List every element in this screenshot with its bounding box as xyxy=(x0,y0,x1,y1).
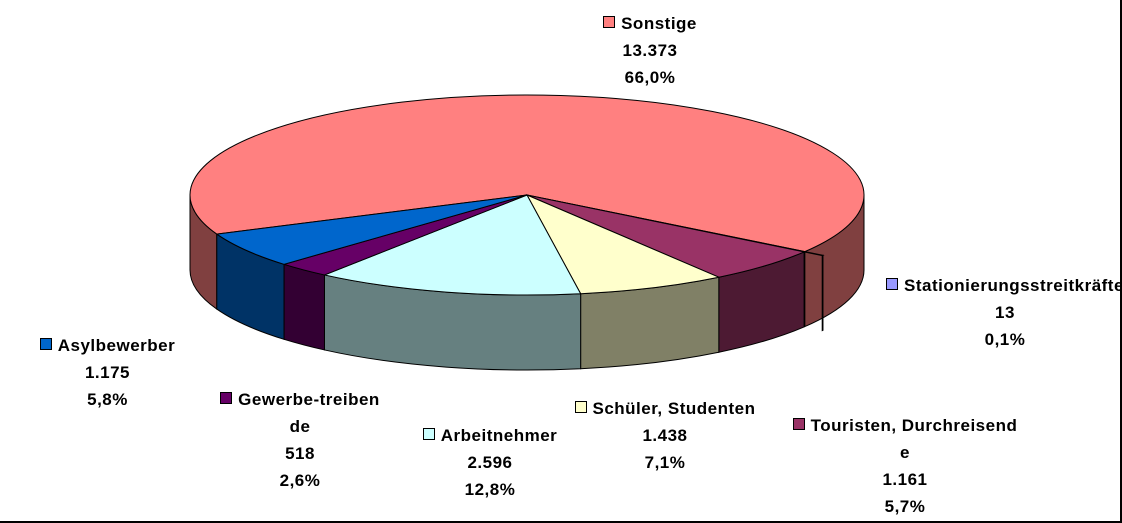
category-name: Schüler, Studenten xyxy=(592,399,756,418)
category-name: Sonstige xyxy=(621,14,697,33)
label-head: Stationierungsstreitkräfte xyxy=(880,272,1122,299)
category-name: Gewerbe-treibende xyxy=(238,390,380,436)
pie-slice xyxy=(215,194,528,265)
value-label: 1.175 xyxy=(84,363,131,382)
label-head: Gewerbe-treibende xyxy=(215,386,385,440)
data-label: Stationierungsstreitkräfte 13 0,1% xyxy=(880,272,1122,353)
label-head: Sonstige xyxy=(520,10,780,37)
legend-swatch xyxy=(886,278,899,290)
category-name: Asylbewerber xyxy=(57,336,176,355)
legend-swatch xyxy=(792,418,805,430)
pie-side xyxy=(283,263,325,351)
value-label: 1.438 xyxy=(642,426,688,445)
data-label: Sonstige 13.373 66,0% xyxy=(520,10,780,91)
percent-label: 5,8% xyxy=(87,390,128,409)
legend-swatch xyxy=(220,392,233,404)
percent-label: 5,7% xyxy=(884,497,926,516)
data-label: Arbeitnehmer 2.596 12,8% xyxy=(380,422,600,503)
legend-swatch xyxy=(574,401,587,413)
value-label: 2.596 xyxy=(467,453,513,472)
value-label: 13 xyxy=(995,303,1015,322)
data-label: Gewerbe-treibende 518 2,6% xyxy=(215,386,385,494)
pie-slice xyxy=(189,94,865,253)
value-label: 1.161 xyxy=(882,470,928,489)
percent-label: 66,0% xyxy=(624,68,676,87)
category-name: Stationierungsstreitkräfte xyxy=(904,276,1122,295)
data-label: Schüler, Studenten 1.438 7,1% xyxy=(570,395,760,476)
pie-side xyxy=(821,254,824,332)
pie-slice xyxy=(525,193,721,295)
legend-swatch xyxy=(422,428,435,440)
label-head: Arbeitnehmer xyxy=(380,422,600,449)
value-label: 518 xyxy=(285,444,315,463)
label-head: Schüler, Studenten xyxy=(570,395,760,422)
percent-label: 12,8% xyxy=(464,480,516,499)
pie-slice xyxy=(322,194,582,296)
data-label: Asylbewerber 1.175 5,8% xyxy=(0,332,215,413)
legend-swatch xyxy=(39,338,52,350)
label-head: Asylbewerber xyxy=(0,332,215,359)
legend-swatch xyxy=(603,16,616,28)
data-label: Touristen, Durchreisende 1.161 5,7% xyxy=(790,412,1020,520)
percent-label: 0,1% xyxy=(984,330,1026,349)
label-head: Touristen, Durchreisende xyxy=(790,412,1020,466)
category-name: Arbeitnehmer xyxy=(440,426,558,445)
percent-label: 7,1% xyxy=(644,453,686,472)
value-label: 13.373 xyxy=(622,41,678,60)
percent-label: 2,6% xyxy=(279,471,321,490)
category-name: Touristen, Durchreisende xyxy=(810,416,1018,462)
